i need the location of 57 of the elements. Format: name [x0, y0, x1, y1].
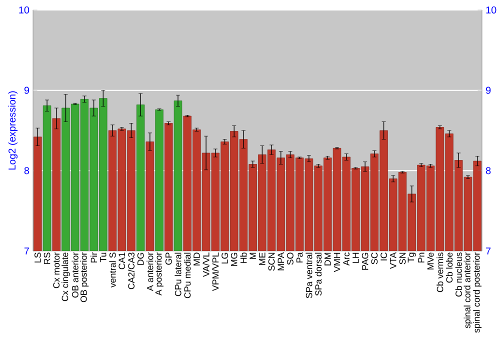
x-tick-label: Tg	[408, 252, 416, 262]
x-tick-label: VMH	[334, 252, 340, 272]
y-axis-title: Log2 (expression)	[8, 91, 18, 170]
x-tick-label: Pir	[90, 252, 98, 262]
x-tick-label: IC	[380, 252, 387, 260]
x-tick-label: OB anterior	[72, 252, 78, 298]
x-tick-label: SPa ventral	[306, 252, 312, 298]
x-tick-label: MVe	[427, 252, 434, 270]
x-tick-label: Cx cingulate	[62, 252, 70, 302]
y-tick-label: 10	[19, 6, 30, 14]
x-tick-label: Cb nucleus	[455, 252, 462, 297]
x-tick-label: MD	[194, 252, 200, 266]
x-tick-label: VTA	[390, 252, 396, 269]
x-tick-label: CPu lateral	[174, 252, 182, 296]
x-tick-label: Tu	[100, 252, 106, 262]
x-tick-label: Cx motor	[53, 252, 60, 288]
x-tick-label: A posterior	[155, 252, 164, 296]
x-tick-label: MPA	[278, 252, 284, 270]
x-tick-label: PAG	[362, 252, 368, 270]
y2-tick-label: 10	[486, 6, 496, 14]
x-tick-label: CA2/CA3	[128, 252, 135, 290]
y2-tick-label: 7	[486, 248, 491, 254]
x-tick-label: Cb vermis	[436, 252, 444, 292]
x-tick-label: ME	[259, 252, 266, 265]
x-tick-label: LH	[352, 252, 359, 263]
x-tick-label: SC	[371, 252, 378, 264]
x-tick-label: LS	[34, 252, 41, 262]
x-tick-label: MG	[230, 252, 238, 266]
x-tick-label: VPM/VPL	[212, 252, 219, 292]
x-tick-label: CPu medial	[184, 252, 191, 298]
y2-tick-label: 8	[486, 167, 491, 174]
x-tick-label: M	[250, 252, 256, 259]
x-tick-label: spinal cord posterior	[473, 252, 482, 333]
x-tick-label: SO	[287, 252, 294, 265]
x-tick-label: A anterior	[146, 252, 154, 292]
y-tick-label: 8	[24, 167, 30, 174]
x-tick-label: OB posterior	[80, 252, 89, 302]
x-tick-label: RS	[44, 252, 50, 264]
x-tick-label: Pa	[296, 252, 303, 262]
x-tick-label: ventral S	[109, 252, 116, 288]
x-tick-label: SPa dorsal	[315, 252, 322, 296]
x-tick-label: spinal cord anterior	[464, 252, 472, 328]
y-tick-label: 7	[24, 248, 29, 254]
x-tick-label: LG	[222, 252, 228, 264]
x-tick-label: Cb lobe	[446, 252, 453, 283]
x-tick-label: DG	[137, 252, 144, 265]
x-tick-label: SN	[399, 252, 406, 264]
x-tick-label: Hb	[240, 252, 247, 263]
x-tick-label: SCN	[268, 252, 275, 271]
x-tick-label: Pn	[418, 252, 424, 262]
x-tick-label: Arc	[343, 252, 350, 266]
x-tick-label: DM	[324, 252, 331, 266]
x-tick-label: GP	[165, 252, 172, 265]
y-tick-label: 9	[24, 86, 30, 94]
x-tick-label: VA/VL	[202, 252, 210, 277]
x-tick-label: CA1	[118, 252, 126, 270]
y2-tick-label: 9	[486, 86, 491, 94]
